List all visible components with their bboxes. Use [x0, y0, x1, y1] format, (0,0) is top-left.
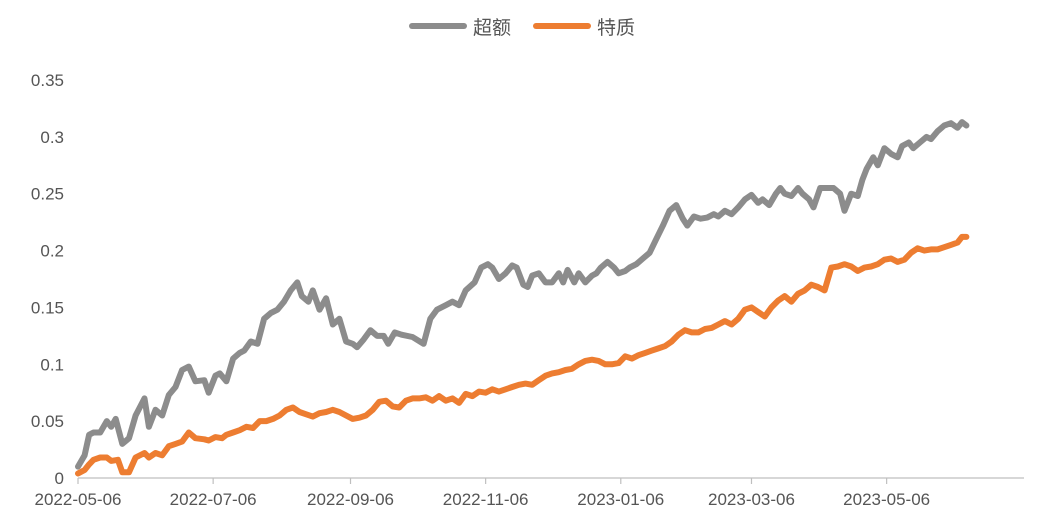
x-tick-label: 2023-05-06 [843, 490, 930, 509]
legend-swatch-idiosyncratic [533, 23, 591, 29]
y-tick-label: 0.1 [40, 355, 64, 374]
series-line-excess [75, 119, 970, 470]
y-tick-label: 0.05 [31, 412, 64, 431]
legend-swatch-excess [408, 23, 467, 29]
x-tick-label: 2022-07-06 [170, 490, 257, 509]
y-tick-label: 0 [55, 469, 64, 488]
series-line-idiosyncratic [75, 233, 970, 477]
x-tick-label: 2023-01-06 [577, 490, 664, 509]
legend-label-excess: 超额 [472, 16, 511, 39]
x-tick-label: 2022-09-06 [307, 490, 394, 509]
x-tick-label: 2022-11-06 [443, 490, 529, 509]
legend-item-idiosyncratic: 特质 [533, 13, 635, 40]
y-tick-label: 0.3 [40, 128, 64, 147]
y-tick-label: 0.2 [40, 242, 64, 261]
legend-item-excess: 超额 [408, 13, 511, 40]
y-tick-label: 0.35 [31, 71, 64, 90]
legend-label-idiosyncratic: 特质 [597, 16, 636, 39]
x-tick-label: 2023-03-06 [708, 490, 795, 509]
x-tick-label: 2022-05-06 [35, 490, 122, 509]
y-tick-label: 0.25 [31, 185, 64, 204]
y-tick-label: 0.15 [31, 298, 64, 317]
legend: 超额 特质 [0, 12, 1044, 40]
